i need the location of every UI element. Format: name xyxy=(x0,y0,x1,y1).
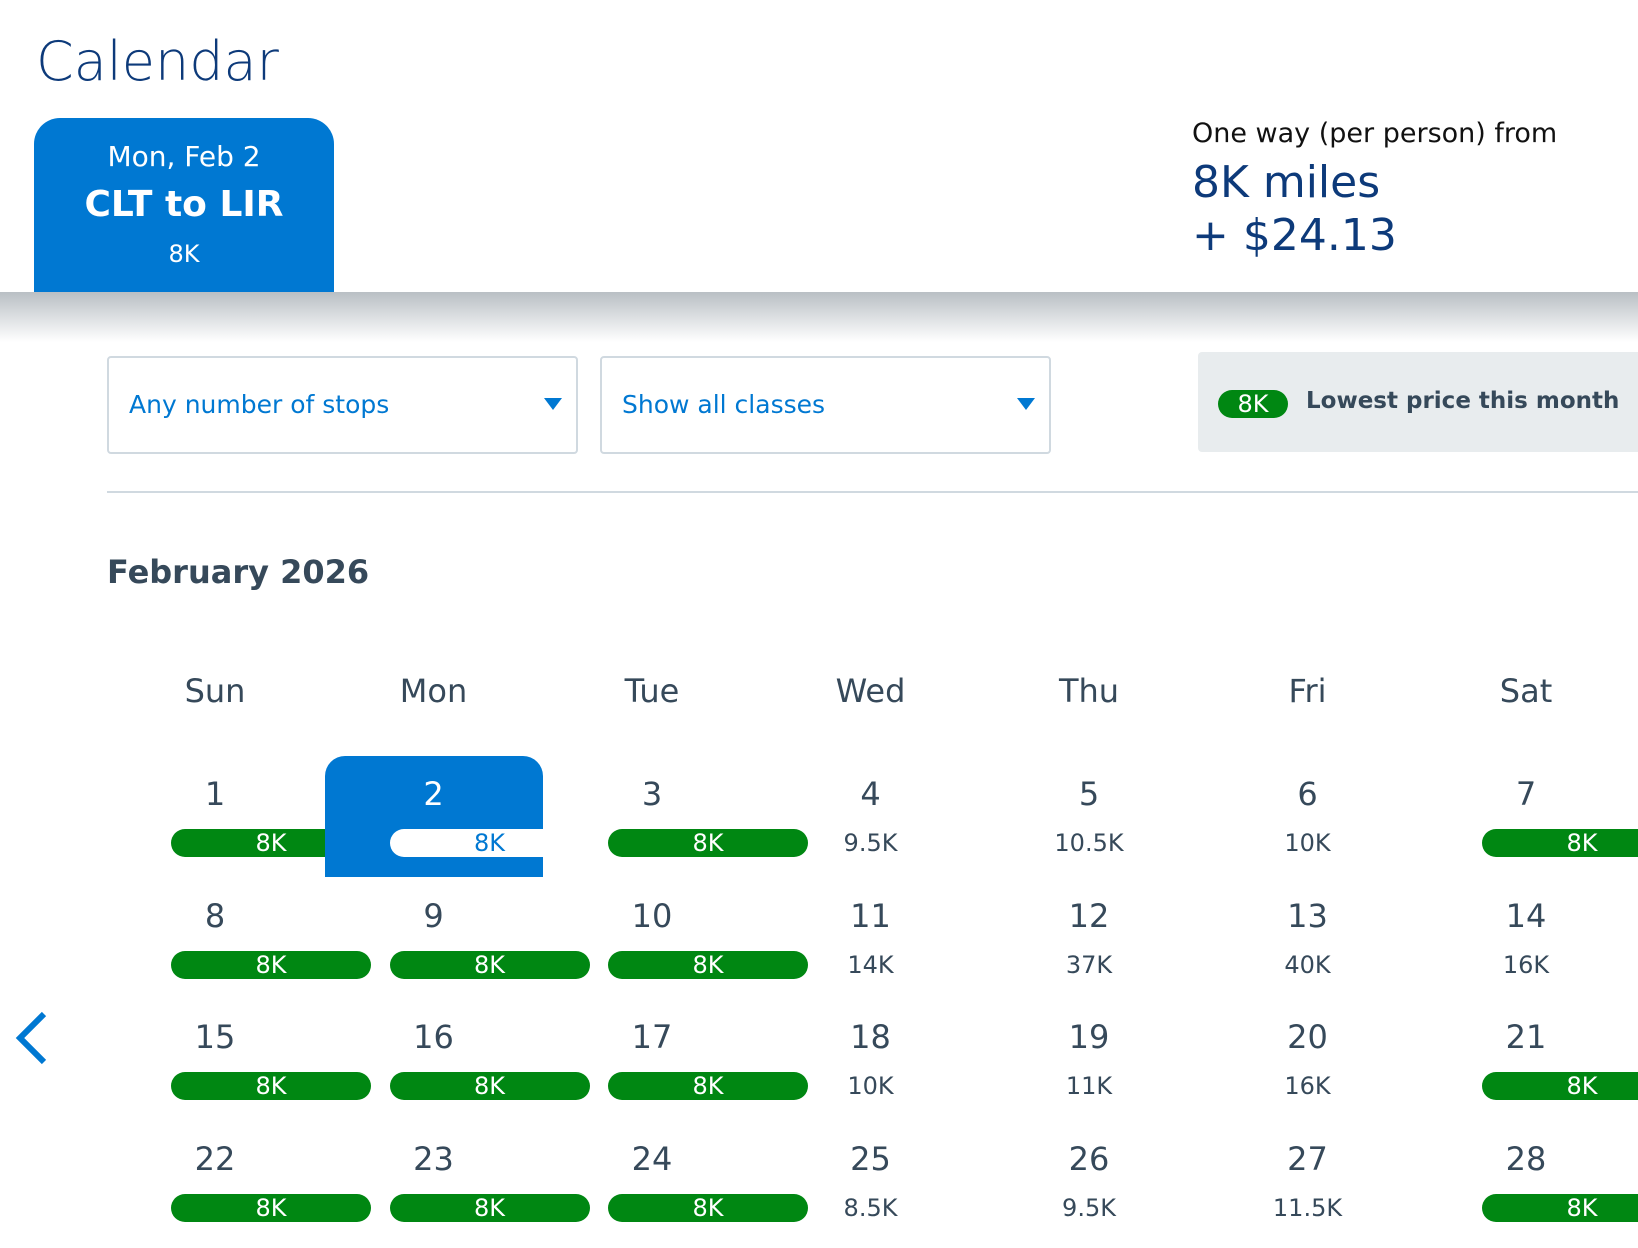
classes-dropdown[interactable]: Show all classes xyxy=(600,356,1051,454)
day-number[interactable]: 18 xyxy=(850,1018,891,1056)
day-number[interactable]: 4 xyxy=(860,775,881,813)
day-number[interactable]: 11 xyxy=(850,896,891,935)
page-title: Calendar xyxy=(36,30,279,93)
legend: 8K Lowest price this month xyxy=(1198,352,1638,452)
day-number[interactable]: 9 xyxy=(423,896,444,935)
day-number[interactable]: 1 xyxy=(204,775,226,813)
day-number[interactable]: 16 xyxy=(413,1018,454,1056)
day-number[interactable]: 22 xyxy=(194,1139,236,1178)
fare-summary: One way (per person) from 8K miles + $24… xyxy=(1192,118,1557,261)
stops-dropdown[interactable]: Any number of stops xyxy=(107,356,578,454)
day-number[interactable]: 3 xyxy=(641,775,663,813)
dropdown-arrow xyxy=(544,398,562,410)
day-price: 8K xyxy=(389,1072,590,1100)
day-number[interactable]: 13 xyxy=(1287,896,1328,935)
weekday: Fri xyxy=(1288,672,1327,710)
day-price: 14K xyxy=(847,950,894,979)
day-number[interactable]: 15 xyxy=(194,1018,236,1056)
summary-miles: 8K miles xyxy=(1192,157,1381,208)
day-number[interactable]: 23 xyxy=(413,1139,454,1178)
day-price: 8K xyxy=(171,1072,371,1100)
legend-badge: 8K xyxy=(1218,390,1288,418)
day-number[interactable]: 10 xyxy=(631,896,673,935)
day-price: 8K xyxy=(171,1193,371,1222)
day-price: 8K xyxy=(1482,1193,1638,1222)
day-price: 8K xyxy=(1482,829,1638,857)
selected-tab[interactable]: Mon, Feb 2 CLT to LIR 8K xyxy=(34,118,334,294)
day-number[interactable]: 7 xyxy=(1515,775,1537,813)
day-price: 8K xyxy=(171,950,371,979)
day-price: 8K xyxy=(389,829,590,857)
day-price: 8.5K xyxy=(843,1193,898,1222)
tab-price: 8K xyxy=(168,240,200,268)
day-number[interactable]: 19 xyxy=(1068,1018,1110,1056)
day-price: 8K xyxy=(389,1193,590,1222)
day-price: 8K xyxy=(608,1193,808,1222)
day-number[interactable]: 17 xyxy=(631,1018,673,1056)
day-number[interactable]: 6 xyxy=(1297,775,1318,813)
day-number[interactable]: 20 xyxy=(1287,1018,1328,1056)
day-number[interactable]: 12 xyxy=(1068,896,1110,935)
previous-month[interactable] xyxy=(12,1010,52,1066)
day-price: 37K xyxy=(1065,950,1113,979)
day-price: 16K xyxy=(1284,1072,1331,1100)
weekday: Tue xyxy=(624,672,680,710)
weekday: Wed xyxy=(835,672,906,710)
day-number[interactable]: 21 xyxy=(1505,1018,1547,1056)
day-price: 8K xyxy=(389,950,590,979)
day-price: 10.5K xyxy=(1054,829,1124,857)
day-number[interactable]: 5 xyxy=(1078,775,1100,813)
day-price: 8K xyxy=(608,1072,808,1100)
legend-text: Lowest price this month xyxy=(1306,388,1620,414)
day-price: 10K xyxy=(1284,829,1331,857)
tab-route: CLT to LIR xyxy=(84,184,284,225)
day-price: 8K xyxy=(608,950,808,979)
day-price: 11.5K xyxy=(1272,1193,1343,1222)
day-price: 40K xyxy=(1284,950,1331,979)
day-number[interactable]: 28 xyxy=(1505,1139,1547,1178)
classes-label: Show all classes xyxy=(622,390,826,419)
day-price: 11K xyxy=(1065,1072,1113,1100)
summary-fee: + $24.13 xyxy=(1192,210,1397,261)
day-number[interactable]: 14 xyxy=(1505,896,1547,935)
stops-label: Any number of stops xyxy=(129,390,390,419)
tab-date: Mon, Feb 2 xyxy=(107,140,261,173)
divider xyxy=(107,491,1638,493)
day-number[interactable]: 8 xyxy=(204,896,226,935)
day-number[interactable]: 25 xyxy=(850,1139,891,1178)
day-number[interactable]: 26 xyxy=(1068,1139,1110,1178)
day-price: 10K xyxy=(847,1072,894,1100)
day-price: 8K xyxy=(1482,1072,1638,1100)
weekday: Mon xyxy=(399,672,468,710)
day-price: 9.5K xyxy=(843,829,898,857)
day-number[interactable]: 2 xyxy=(423,775,444,813)
day-price: 16K xyxy=(1502,950,1550,979)
dropdown-arrow xyxy=(1017,398,1035,410)
summary-label: One way (per person) from xyxy=(1192,118,1558,149)
day-number[interactable]: 27 xyxy=(1287,1139,1328,1178)
day-price: 9.5K xyxy=(1062,1193,1116,1222)
day-number[interactable]: 24 xyxy=(631,1139,673,1178)
day-price: 8K xyxy=(608,829,808,857)
month-title: February 2026 xyxy=(107,553,370,591)
weekday: Sun xyxy=(184,672,246,710)
weekday: Sat xyxy=(1499,672,1553,710)
weekday: Thu xyxy=(1058,672,1120,710)
header-shadow xyxy=(0,292,1638,342)
